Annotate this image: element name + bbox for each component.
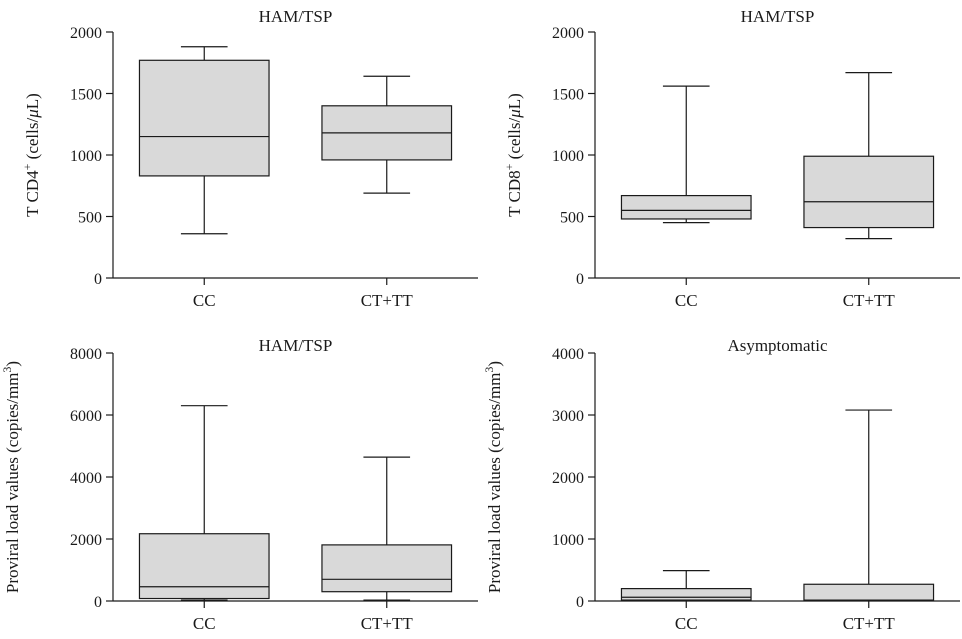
y-axis-label: Proviral load values (copies/mm3) bbox=[0, 361, 22, 593]
y-tick-label: 500 bbox=[560, 210, 584, 227]
y-axis-label: T CD4+ (cells/μL) bbox=[20, 93, 42, 217]
chart-panel-3: HAM/TSP 0 2000 4000 6000 8000 Proviral load va… bbox=[0, 336, 478, 633]
x-tick-label: CT+TT bbox=[361, 614, 414, 633]
box-plot-cc bbox=[138, 46, 270, 235]
panel-title: Asymptomatic bbox=[727, 336, 828, 355]
x-tick-label: CT+TT bbox=[843, 614, 896, 633]
chart-panel-2: HAM/TSP 0 500 1000 1500 2000 T CD8+ (cells/μL)… bbox=[502, 7, 960, 310]
y-axis-label-italic: μ bbox=[23, 109, 42, 119]
y-axis-label: T CD8+ (cells/μL) bbox=[502, 93, 524, 217]
y-tick-label: 2000 bbox=[552, 25, 584, 42]
x-tick-label: CC bbox=[193, 291, 216, 310]
y-axis-label-superscript: 3 bbox=[482, 367, 496, 373]
iqr-box bbox=[803, 583, 935, 602]
y-tick-label: 1000 bbox=[70, 148, 102, 165]
iqr-box bbox=[803, 155, 935, 229]
box-plot-cc bbox=[138, 405, 270, 601]
y-tick-label: 1500 bbox=[70, 87, 102, 104]
box-plot-cc bbox=[620, 570, 752, 602]
y-axis-label-text: Proviral load values (copies/mm bbox=[485, 373, 504, 593]
y-axis-label-text: L) bbox=[23, 93, 42, 109]
iqr-box bbox=[138, 533, 270, 600]
y-axis-label-text: (cells/ bbox=[23, 118, 42, 164]
y-tick-label: 1000 bbox=[552, 148, 584, 165]
iqr-box bbox=[321, 544, 453, 593]
y-tick-label: 2000 bbox=[552, 470, 584, 487]
y-tick-label: 4000 bbox=[70, 470, 102, 487]
panel-title: HAM/TSP bbox=[741, 7, 815, 26]
y-axis-label-text: Proviral load values (copies/mm bbox=[3, 373, 22, 593]
y-tick-label: 0 bbox=[94, 594, 102, 611]
box-plot-ct-tt bbox=[321, 75, 453, 194]
y-axis-label: Proviral load values (copies/mm3) bbox=[482, 361, 504, 593]
y-axis-label-superscript: + bbox=[502, 163, 516, 170]
y-axis-label-superscript: + bbox=[20, 163, 34, 170]
y-axis-label-text: ) bbox=[485, 361, 504, 367]
box-plot-ct-tt bbox=[803, 409, 935, 602]
iqr-box bbox=[620, 194, 752, 220]
y-axis-label-text: L) bbox=[505, 93, 524, 109]
panel-title: HAM/TSP bbox=[259, 7, 333, 26]
y-tick-label: 1000 bbox=[552, 532, 584, 549]
iqr-box bbox=[138, 59, 270, 177]
y-tick-label: 0 bbox=[94, 271, 102, 288]
iqr-box bbox=[620, 587, 752, 601]
y-axis-label-text: T CD4 bbox=[23, 170, 42, 217]
x-tick-label: CC bbox=[193, 614, 216, 633]
y-axis-label-italic: μ bbox=[505, 109, 524, 119]
y-tick-label: 2000 bbox=[70, 25, 102, 42]
y-tick-label: 1500 bbox=[552, 87, 584, 104]
y-axis-label-text: (cells/ bbox=[505, 118, 524, 164]
chart-panel-4: Asymptomatic 0 1000 2000 3000 4000 Proviral lo… bbox=[482, 336, 960, 633]
y-tick-label: 6000 bbox=[70, 408, 102, 425]
y-tick-label: 0 bbox=[576, 271, 584, 288]
y-axis-label-text: ) bbox=[3, 361, 22, 367]
chart-panel-1: HAM/TSP 0 500 1000 1500 2000 T CD4+ (cells/μL)… bbox=[20, 7, 478, 310]
y-axis-label-text: T CD8 bbox=[505, 170, 524, 216]
y-tick-label: 2000 bbox=[70, 532, 102, 549]
x-tick-label: CC bbox=[675, 291, 698, 310]
box-plot-cc bbox=[620, 85, 752, 224]
y-tick-label: 500 bbox=[78, 210, 102, 227]
panel-title: HAM/TSP bbox=[259, 336, 333, 355]
y-tick-label: 0 bbox=[576, 594, 584, 611]
box-plot-ct-tt bbox=[803, 71, 935, 240]
box-plot-ct-tt bbox=[321, 456, 453, 601]
y-axis-label-superscript: 3 bbox=[0, 367, 14, 373]
x-tick-label: CT+TT bbox=[361, 291, 414, 310]
y-tick-label: 8000 bbox=[70, 346, 102, 363]
y-tick-label: 3000 bbox=[552, 408, 584, 425]
x-tick-label: CT+TT bbox=[843, 291, 896, 310]
y-tick-label: 4000 bbox=[552, 346, 584, 363]
x-tick-label: CC bbox=[675, 614, 698, 633]
